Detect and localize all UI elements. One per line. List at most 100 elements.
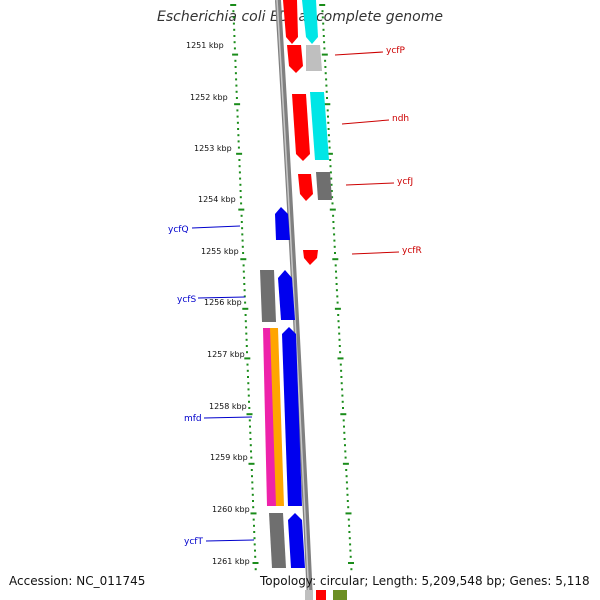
ruler-tick-label: 1251 kbp <box>186 41 224 50</box>
ruler-dot-left <box>247 376 249 378</box>
ruler-dot-left <box>247 382 250 385</box>
ruler-dot-left <box>244 320 247 323</box>
ruler-tick-label: 1255 kbp <box>201 247 239 256</box>
ruler-tick-label: 1253 kbp <box>194 144 232 153</box>
ruler-tick-label: 1261 kbp <box>212 557 250 566</box>
ruler-dot-right <box>342 407 344 409</box>
ruler-dot-right <box>340 382 343 385</box>
ruler-dot-left <box>252 518 255 521</box>
ruler-dot-right <box>336 301 339 304</box>
ruler-dot-right <box>346 487 349 490</box>
ruler-dot-right <box>335 270 337 273</box>
ruler-dot-right <box>333 233 336 236</box>
ruler-dot-right <box>336 295 339 298</box>
ruler-dot-left <box>237 128 240 130</box>
ruler-dot-left <box>235 84 238 87</box>
ruler-dot-right <box>321 16 324 19</box>
gene-label-ycfP: ycfP <box>386 46 405 56</box>
ruler-dot-right <box>322 22 325 25</box>
gene-bottom-lightgray <box>305 590 313 600</box>
ruler-dot-left <box>254 549 256 552</box>
ruler-dot-right <box>344 450 347 453</box>
gene-label-leader-ycfQ <box>191 225 241 229</box>
ruler-dot-right <box>348 524 351 527</box>
map-title: Escherichia coli ED1a, complete genome <box>157 9 443 25</box>
ruler-dot-right <box>337 357 344 360</box>
gene-labels: ycfP ndh ycfJ ycfQ ycfR ycfS mfd ycfT <box>168 46 422 547</box>
topology-text: Topology: circular; Length: 5,209,548 bp… <box>260 574 590 588</box>
ruler-dot-right <box>341 394 344 397</box>
gene-ycfJ-gray <box>316 172 332 200</box>
gene-label-ndh: ndh <box>392 114 409 124</box>
ruler-dot-right <box>347 506 350 509</box>
ruler-dot-right <box>327 128 330 130</box>
gene-label-mfd: mfd <box>184 414 202 424</box>
ruler-dot-left <box>233 41 236 44</box>
ruler-dot-right <box>339 363 342 366</box>
ruler-dot-left <box>230 4 237 6</box>
ruler-dot-right <box>329 171 332 174</box>
ruler-dot-right <box>349 555 352 558</box>
ruler-dot-left <box>234 59 237 62</box>
ruler-dot-right <box>340 369 343 372</box>
ruler-dot-left <box>250 450 252 453</box>
ruler-dot-right <box>323 41 326 44</box>
ruler-dot-left <box>249 444 252 447</box>
ruler-dot-right <box>345 481 348 484</box>
ruler-dot-right <box>345 469 348 471</box>
ruler-dot-left <box>247 394 250 397</box>
ruler-dot-right <box>325 90 328 93</box>
ruler-dot-right <box>326 152 333 155</box>
ruler-dot-left <box>252 506 255 509</box>
ruler-dot-right <box>324 59 327 62</box>
ruler-dot-left <box>241 227 244 230</box>
ruler-dot-right <box>328 140 331 143</box>
ruler-dot-left <box>251 481 254 484</box>
ruler-dot-right <box>344 456 347 459</box>
gene-label-leader-ndh <box>341 119 390 125</box>
ruler-dot-left <box>249 431 252 434</box>
ruler-dot-right <box>332 214 335 217</box>
gene-label-leader-ycfS <box>197 296 246 299</box>
ruler-dot-right <box>342 419 345 422</box>
gene-label-leader-ycfJ <box>345 182 395 186</box>
ruler-tick-labels: 1251 kbp 1252 kbp 1253 kbp 1254 kbp 1255 kbp… <box>186 41 250 566</box>
ruler-dot-right <box>348 562 354 564</box>
ruler-dot-right <box>343 425 345 428</box>
ruler-tick-label: 1256 kbp <box>204 298 242 307</box>
gene-mfd-blue <box>282 327 302 506</box>
ruler-dot-right <box>331 196 334 199</box>
ruler-dot-right <box>328 146 331 149</box>
ruler-dot-left <box>236 115 239 118</box>
ruler-dot-right <box>327 115 329 118</box>
ruler-dot-right <box>341 400 344 403</box>
genome-backbone-highlight <box>276 0 310 600</box>
ruler-dot-left <box>235 97 238 99</box>
ruler-dot-right <box>325 84 328 87</box>
ruler-dot-right <box>340 376 343 378</box>
ruler-dot-right <box>330 183 333 186</box>
ruler-dot-right <box>334 264 337 267</box>
ruler-dot-right <box>347 518 350 521</box>
ruler-dot-left <box>251 475 253 478</box>
ruler-dot-right <box>335 283 338 285</box>
ruler-dot-right <box>322 35 325 37</box>
ruler-dot-left <box>242 252 245 254</box>
gene-ndh-cyan <box>310 92 329 160</box>
ruler-dot-right <box>323 47 326 50</box>
ruler-dot-right <box>321 10 324 13</box>
ruler-dot-left <box>249 425 251 428</box>
ruler-dot-right <box>333 245 336 248</box>
ruler-dot-left <box>245 332 248 335</box>
ruler-dot-left <box>240 214 243 217</box>
gene-label-leader-ycfP <box>334 51 384 56</box>
ruler-dot-right <box>339 351 342 354</box>
gene-ycfR-red <box>303 250 318 265</box>
ruler-tick-label: 1254 kbp <box>198 195 236 204</box>
ruler-dot-right <box>343 438 346 440</box>
ruler-dot-right <box>333 239 336 242</box>
ruler-dot-left <box>232 10 235 13</box>
ruler-dot-left <box>236 152 243 155</box>
ruler-dot-left <box>253 531 256 533</box>
ruler-dot-right <box>349 549 352 552</box>
